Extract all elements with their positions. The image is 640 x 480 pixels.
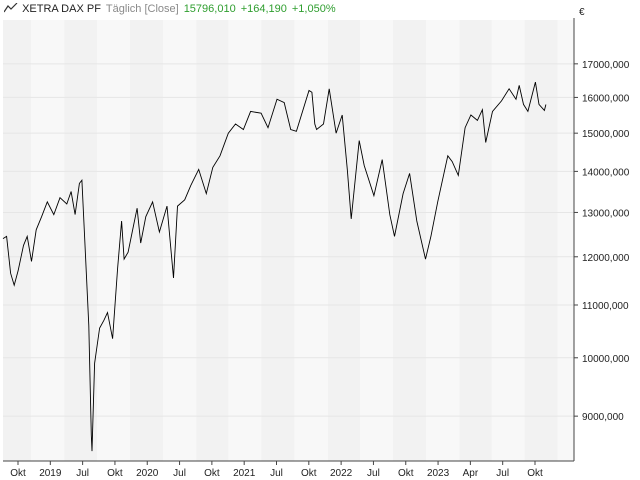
series-line [2,81,547,452]
instrument-name: XETRA DAX PF [22,3,101,15]
y-tick-label: 13000,000 [582,208,630,219]
quarter-band [64,20,98,461]
x-tick-label: Okt [107,468,123,479]
quarter-band [491,20,525,461]
quarter-band [129,20,164,461]
x-tick-label: Okt [301,468,317,479]
y-tick-label: 14000,000 [582,167,630,178]
quarter-band [557,20,574,461]
quarter-band [97,20,130,461]
x-tick-label: 2022 [330,468,353,479]
change-pct: +1,050% [291,3,336,15]
currency-label: € [579,7,585,18]
quarter-band [393,20,427,461]
quarter-band [459,20,492,461]
quarter-band [228,20,262,461]
quarter-band [163,20,197,461]
x-tick-label: Jul [367,468,380,479]
y-tick-label: 17000,000 [582,60,630,71]
x-tick-label: Jul [76,468,89,479]
quarter-bands [3,20,574,461]
quarter-band [3,20,32,461]
y-tick-label: 12000,000 [582,253,630,264]
y-tick-label: 15000,000 [582,129,630,140]
x-tick-label: Jul [173,468,186,479]
x-tick-label: 2019 [39,468,62,479]
x-tick-label: 2023 [427,468,450,479]
x-tick-label: Okt [10,468,26,479]
gridlines [3,63,574,417]
change-abs: +164,190 [240,3,287,15]
x-tick-label: Apr [463,468,479,479]
x-axis-ticks: Okt 2019 Jul Okt 2020 Jul Okt 2021 Jul Okt 2022 Jul… [10,461,543,479]
x-tick-label: Jul [496,468,509,479]
quarter-band [294,20,328,461]
x-tick-label: Okt [527,468,543,479]
quarter-band [426,20,460,461]
chart-header: XETRA DAX PF Täglich [Close] 15796,010 +164… [3,2,341,15]
x-tick-label: Okt [204,468,220,479]
axes [3,18,575,462]
y-axis-ticks: 9000,000 10000,000 11000,000 12000,000 13000… [574,60,630,423]
line-chart-icon [3,2,21,15]
y-tick-label: 11000,000 [582,301,629,312]
x-tick-label: Okt [398,468,414,479]
y-tick-label: 10000,000 [582,354,630,365]
quarter-band [196,20,229,461]
y-tick-label: 9000,000 [582,412,624,423]
x-tick-label: 2021 [233,468,256,479]
x-tick-label: 2020 [136,468,159,479]
last-price: 15796,010 [183,3,236,15]
quarter-band [327,20,361,461]
y-tick-label: 16000,000 [582,93,630,104]
period-mode: Täglich [Close] [105,3,179,15]
quarter-band [360,20,394,461]
quarter-band [31,20,65,461]
quarter-band [261,20,295,461]
x-tick-label: Jul [270,468,283,479]
quarter-band [524,20,558,461]
